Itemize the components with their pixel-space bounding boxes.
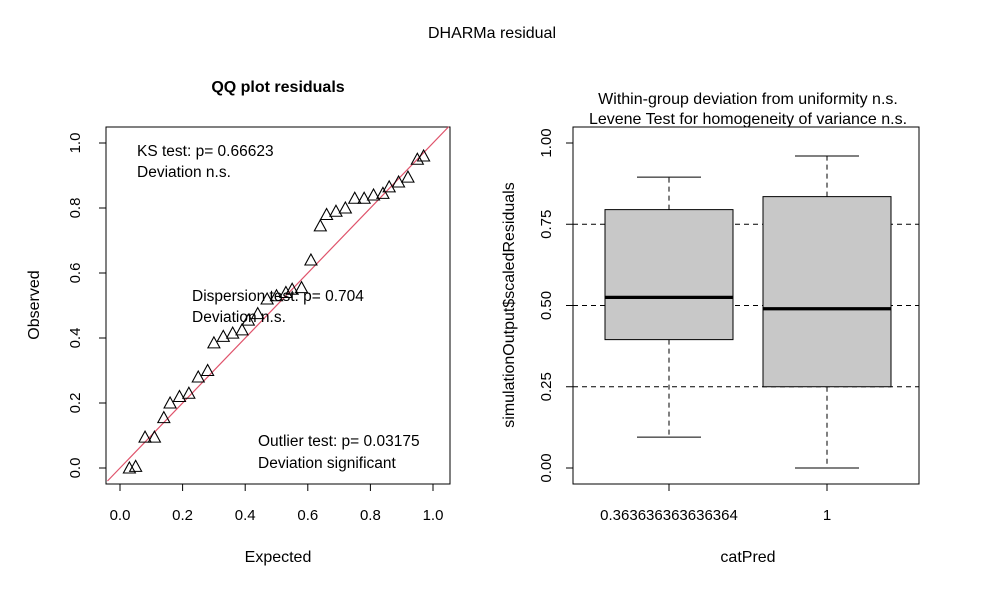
- qq-point: [156, 410, 171, 424]
- dispersion-deviation-label: Deviation n.s.: [192, 309, 286, 326]
- qq-point: [250, 306, 265, 320]
- outlier-deviation-label: Deviation significant: [258, 455, 397, 472]
- boxplot-y-tick-label: 0.75: [538, 210, 555, 239]
- qq-point: [416, 148, 431, 162]
- qq-point: [338, 200, 353, 214]
- ks-test-label: KS test: p= 0.66623: [137, 143, 274, 160]
- qq-x-tick-label: 1.0: [423, 507, 444, 524]
- qq-points-group: [122, 148, 431, 474]
- qq-point: [329, 204, 343, 217]
- qq-x-tick-label: 0.4: [235, 507, 256, 524]
- boxplot-box: [762, 196, 892, 388]
- qq-y-tick-label: 0.2: [67, 393, 84, 414]
- qq-point: [147, 429, 162, 443]
- qq-x-tick-label: 0.6: [297, 507, 318, 524]
- boxplot-y-axis: 0.00 0.25 0.50 0.75 1.00: [538, 128, 574, 483]
- qq-point: [347, 191, 362, 204]
- qq-point: [269, 288, 284, 302]
- boxplot-x-axis-label: catPred: [720, 549, 775, 566]
- qq-y-tick-label: 0.0: [67, 458, 84, 479]
- qq-point: [225, 325, 240, 339]
- qq-y-axis-label: Observed: [26, 270, 43, 339]
- boxplot-panel: Within-group deviation from uniformity n…: [501, 91, 920, 566]
- figure-title: DHARMa residual: [428, 25, 556, 42]
- qq-point: [216, 329, 231, 342]
- qq-point: [285, 282, 300, 295]
- qq-point: [172, 389, 187, 403]
- dispersion-test-label: Dispersion test: p= 0.704: [192, 288, 364, 305]
- qq-x-tick-label: 0.0: [110, 507, 131, 524]
- qq-point: [200, 363, 215, 377]
- boxplot-y-tick-label: 0.00: [538, 453, 555, 482]
- outlier-test-label: Outlier test: p= 0.03175: [258, 433, 420, 450]
- qq-point: [138, 429, 152, 443]
- qq-x-axis-label: Expected: [245, 549, 312, 566]
- qq-y-tick-label: 0.8: [67, 198, 84, 219]
- qq-plot-title: QQ plot residuals: [211, 79, 344, 96]
- qq-x-tick-label: 0.2: [172, 507, 193, 524]
- boxplot-title-line1: Within-group deviation from uniformity n…: [598, 91, 898, 108]
- qq-point: [313, 218, 328, 232]
- qq-point: [181, 386, 196, 399]
- qq-x-tick-label: 0.8: [360, 507, 381, 524]
- qq-point: [163, 395, 178, 409]
- boxplot-category-label: 0.363636363636364: [600, 507, 738, 524]
- boxplot-y-tick-label: 1.00: [538, 128, 555, 157]
- boxplot-box: [604, 209, 734, 341]
- qq-y-axis: 0.0 0.2 0.4 0.6 0.8 1.0: [67, 133, 107, 479]
- qq-point: [241, 312, 256, 326]
- qq-point: [375, 186, 390, 199]
- qq-point: [260, 291, 275, 305]
- qq-point: [294, 280, 309, 294]
- boxplot-y-tick-label: 0.25: [538, 372, 555, 401]
- qq-x-axis: 0.0 0.2 0.4 0.6 0.8 1.0: [110, 483, 444, 524]
- ks-deviation-label: Deviation n.s.: [137, 164, 231, 181]
- qq-point: [128, 459, 143, 472]
- qq-point: [410, 152, 425, 165]
- boxplot-boxes: [604, 155, 892, 469]
- qq-point: [206, 335, 221, 349]
- qq-point: [391, 174, 406, 188]
- qq-point: [357, 191, 372, 204]
- qq-y-tick-label: 1.0: [67, 133, 84, 154]
- boxplot-category-label: 1: [823, 507, 831, 524]
- qq-point: [235, 322, 249, 336]
- qq-point: [382, 179, 397, 193]
- qq-y-tick-label: 0.6: [67, 263, 84, 284]
- boxplot-y-axis-label: simulationOutput$scaledResiduals: [501, 182, 518, 427]
- boxplot-y-tick-label: 0.50: [538, 291, 555, 320]
- qq-plot-panel: QQ plot residuals 0.0 0.2 0.4 0.6 0.8 1.0 0.0…: [26, 79, 451, 566]
- qq-point: [304, 252, 318, 266]
- boxplot-x-axis: 0.363636363636364 1: [600, 483, 831, 524]
- qq-point: [319, 207, 334, 221]
- qq-point: [401, 169, 415, 183]
- qq-y-tick-label: 0.4: [67, 328, 84, 349]
- qq-point: [191, 369, 206, 383]
- qq-point: [278, 285, 293, 299]
- boxplot-title-line2: Levene Test for homogeneity of variance …: [589, 111, 907, 128]
- qq-point: [366, 187, 381, 201]
